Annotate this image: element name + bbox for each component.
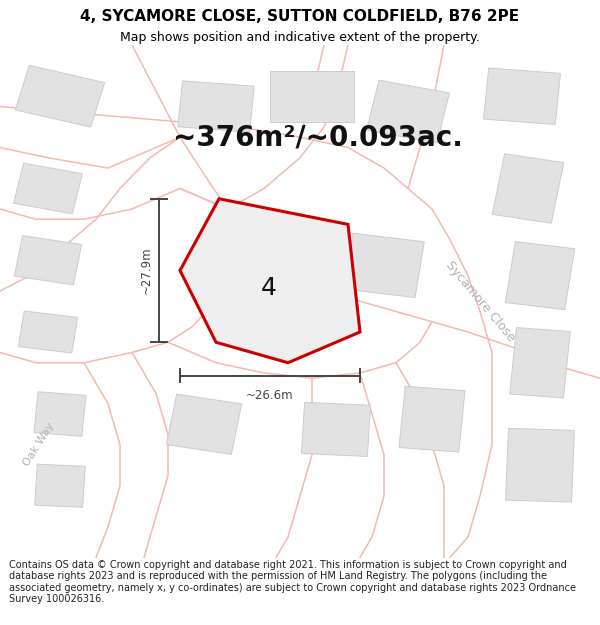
Polygon shape [16,66,104,127]
Polygon shape [35,464,85,508]
Polygon shape [505,242,575,309]
Text: 4: 4 [260,276,277,301]
Polygon shape [270,71,354,122]
Polygon shape [344,233,424,298]
Text: ~26.6m: ~26.6m [246,389,294,401]
Text: Contains OS data © Crown copyright and database right 2021. This information is : Contains OS data © Crown copyright and d… [9,559,576,604]
Polygon shape [506,428,574,502]
Text: ~376m²/~0.093ac.: ~376m²/~0.093ac. [173,123,463,151]
Text: 4, SYCAMORE CLOSE, SUTTON COLDFIELD, B76 2PE: 4, SYCAMORE CLOSE, SUTTON COLDFIELD, B76… [80,9,520,24]
Polygon shape [367,80,449,143]
Text: Map shows position and indicative extent of the property.: Map shows position and indicative extent… [120,31,480,44]
Polygon shape [180,199,360,362]
Polygon shape [14,236,82,285]
Polygon shape [34,392,86,436]
Polygon shape [492,154,564,223]
Polygon shape [284,295,340,338]
Polygon shape [19,311,77,353]
Polygon shape [399,386,465,452]
Polygon shape [510,328,570,398]
Polygon shape [265,224,335,276]
Polygon shape [484,68,560,124]
Text: ~27.9m: ~27.9m [139,247,152,294]
Text: Sycamore Close: Sycamore Close [443,259,517,344]
Polygon shape [178,81,254,132]
Polygon shape [166,394,242,454]
Polygon shape [14,163,82,214]
Polygon shape [301,402,371,456]
Text: Oak Way: Oak Way [22,421,56,468]
